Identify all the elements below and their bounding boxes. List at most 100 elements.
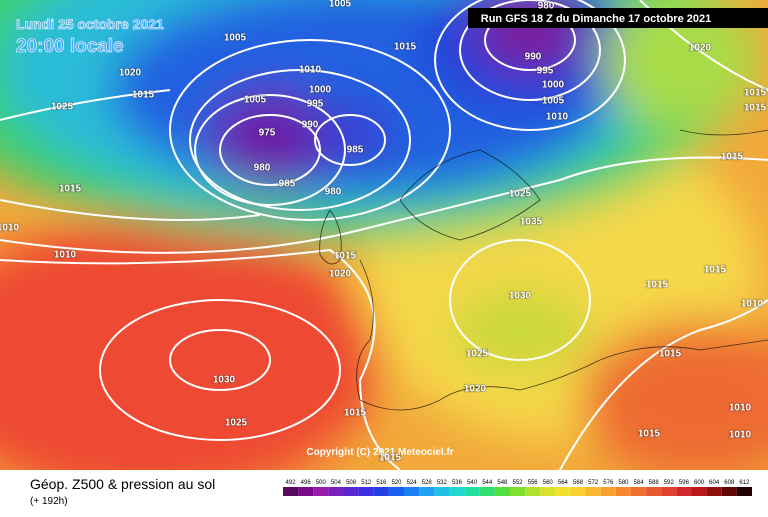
scale-label: 508 — [346, 480, 357, 486]
isobar-label: 985 — [279, 179, 296, 190]
copyright: Copyright (C) 2021 Meteociel.fr — [306, 447, 453, 458]
field — [0, 0, 768, 470]
isobar-label: 1030 — [213, 375, 236, 386]
scale-swatch — [525, 487, 541, 496]
scale-swatch — [615, 487, 631, 496]
scale-swatch — [630, 487, 647, 496]
isobar-label: 1005 — [542, 96, 565, 107]
scale-label: 544 — [482, 480, 493, 486]
scale-swatch — [509, 487, 526, 496]
isobar-label: 1010 — [741, 299, 764, 310]
isobar-label: 1010 — [729, 403, 752, 414]
scale-label: 552 — [512, 480, 523, 486]
scale-label: 588 — [649, 480, 660, 486]
scale-label: 572 — [588, 480, 599, 486]
isobar-label: 1000 — [309, 85, 332, 96]
scale-swatch — [388, 487, 405, 496]
scale-swatch — [343, 487, 359, 496]
scale-label: 504 — [331, 480, 342, 486]
scale-label: 536 — [452, 480, 463, 486]
isobar-label: 1015 — [379, 453, 402, 464]
scale-label: 568 — [573, 480, 584, 486]
isobar-label: 1015 — [334, 251, 357, 262]
scale-swatch — [736, 487, 752, 496]
scale-swatch — [434, 487, 450, 496]
isobar-label: 1010 — [546, 112, 569, 123]
isobar-label: 980 — [538, 1, 555, 12]
scale-label: 496 — [301, 480, 312, 486]
isobar-label: 1005 — [329, 0, 352, 10]
scale-swatch — [298, 487, 314, 496]
scale-swatch — [555, 487, 571, 496]
scale-label: 608 — [724, 480, 735, 486]
run-banner — [468, 8, 768, 28]
scale-swatch — [585, 487, 601, 496]
scale-label: 528 — [422, 480, 433, 486]
scale-swatch — [721, 487, 737, 496]
isobar-label: 1025 — [51, 102, 74, 113]
isobar-label: 1020 — [329, 269, 352, 280]
scale-label: 612 — [739, 480, 750, 486]
scale-label: 520 — [391, 480, 402, 486]
isobar-label: 1015 — [646, 280, 669, 291]
isobar-label: 995 — [307, 99, 324, 110]
isobar-label: 1005 — [224, 33, 247, 44]
isobar-label: 1015 — [394, 42, 417, 53]
isobar-label: 980 — [325, 187, 342, 198]
scale-label: 580 — [618, 480, 629, 486]
isobar-label: 1015 — [704, 265, 727, 276]
scale-swatch — [313, 487, 329, 496]
isobar-label: 1010 — [54, 250, 77, 261]
scale-swatch — [419, 487, 435, 496]
isobar-label: 990 — [302, 120, 319, 131]
scale-label: 500 — [316, 480, 327, 486]
scale-swatch — [373, 487, 389, 496]
run-info: Run GFS 18 Z du Dimanche 17 octobre 2021 — [481, 13, 711, 25]
footer-title: Géop. Z500 & pression au sol — [30, 476, 215, 492]
scale-swatch — [328, 487, 344, 496]
coastlines — [319, 129, 768, 411]
scale-swatch — [570, 487, 586, 496]
scale-swatch — [661, 487, 677, 496]
scale-swatch — [283, 487, 299, 496]
isobar-label: 1020 — [119, 68, 142, 79]
isobar-label: 1000 — [542, 80, 565, 91]
scale-label: 564 — [558, 480, 569, 486]
isobar-label: 985 — [347, 145, 364, 156]
scale-swatch — [494, 487, 510, 496]
isobar-label: 990 — [525, 52, 542, 63]
isobar-label: 1030 — [509, 291, 532, 302]
scale-swatch — [404, 487, 420, 496]
scale-label: 592 — [664, 480, 675, 486]
scale-label: 604 — [709, 480, 720, 486]
date: Lundi 25 octobre 2021 — [16, 16, 164, 32]
scale-label: 524 — [407, 480, 418, 486]
isobar-label: 975 — [259, 128, 276, 139]
time: 20:00 locale — [16, 36, 124, 57]
isobar-label: 1010 — [0, 223, 20, 234]
isobar-label: 1020 — [464, 384, 487, 395]
isobar-label: 1015 — [59, 184, 82, 195]
isobar-label: 1015 — [721, 152, 744, 163]
scale-label: 512 — [361, 480, 372, 486]
scale-swatch — [449, 487, 465, 496]
isobar-label: 1025 — [466, 349, 489, 360]
scale-swatch — [691, 487, 707, 496]
scale-label: 584 — [634, 480, 645, 486]
isobar-label: 1010 — [299, 65, 322, 76]
scale-label: 548 — [497, 480, 508, 486]
isobar-label: 1015 — [659, 349, 682, 360]
color-scale: 492 496 500 504 508 512 516 520 524 528 532 536 540 5… — [283, 480, 752, 496]
scale-swatch — [600, 487, 616, 496]
scale-label: 540 — [467, 480, 478, 486]
isobar-label: 1005 — [244, 95, 267, 106]
isobar-label: 1025 — [509, 189, 532, 200]
isobar-label: 1015 — [744, 88, 767, 99]
scale-label: 596 — [679, 480, 690, 486]
isobar-label: 995 — [537, 66, 554, 77]
scale-label: 492 — [286, 480, 297, 486]
scale-swatch — [479, 487, 495, 496]
isobar-label: 1015 — [744, 103, 767, 114]
